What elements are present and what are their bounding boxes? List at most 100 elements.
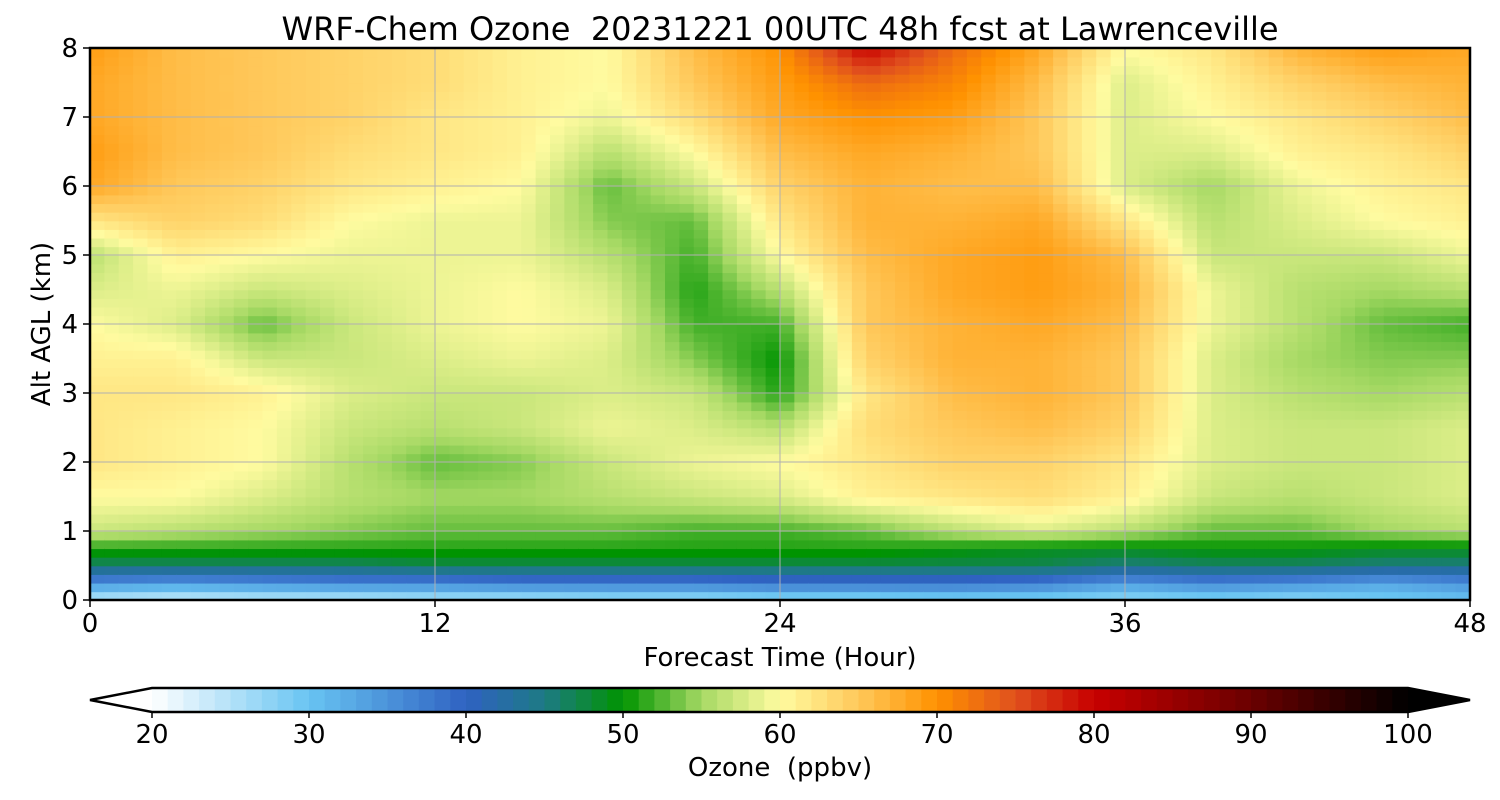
heatmap-cell <box>736 272 753 282</box>
heatmap-cell <box>205 341 221 351</box>
heatmap-cell <box>363 384 379 394</box>
heatmap-cell <box>320 160 336 170</box>
heatmap-cell <box>118 91 134 101</box>
heatmap-cell <box>808 349 824 360</box>
heatmap-cell <box>780 272 796 282</box>
heatmap-cell <box>636 496 652 506</box>
heatmap-cell <box>1024 367 1040 377</box>
heatmap-cell <box>1139 211 1155 222</box>
heatmap-cell <box>147 487 163 498</box>
heatmap-cell <box>995 91 1011 101</box>
heatmap-cell <box>751 487 767 498</box>
heatmap-cell <box>1110 255 1126 265</box>
heatmap-cell <box>190 56 206 67</box>
heatmap-cell <box>995 263 1011 274</box>
heatmap-cell <box>751 280 767 291</box>
heatmap-cell <box>320 324 336 334</box>
heatmap-cell <box>348 462 364 472</box>
heatmap-cell <box>636 272 652 282</box>
heatmap-cell <box>420 349 436 360</box>
heatmap-cell <box>851 108 868 118</box>
heatmap-cell <box>794 444 810 455</box>
heatmap-cell <box>334 522 350 532</box>
heatmap-cell <box>895 151 911 161</box>
heatmap-cell <box>535 117 551 127</box>
heatmap-cell <box>262 211 278 222</box>
heatmap-cell <box>679 574 695 584</box>
heatmap-cell <box>248 505 264 515</box>
heatmap-cell <box>492 306 508 317</box>
heatmap-cell <box>593 168 609 179</box>
heatmap-cell <box>564 73 580 84</box>
heatmap-cell <box>176 565 192 575</box>
heatmap-cell <box>1110 99 1126 110</box>
heatmap-cell <box>463 168 479 179</box>
heatmap-cell <box>348 332 364 343</box>
heatmap-cell <box>1196 393 1213 403</box>
heatmap-cell <box>1053 220 1069 230</box>
heatmap-cell <box>679 99 695 110</box>
heatmap-cell <box>1196 505 1213 515</box>
heatmap-cell <box>938 582 954 593</box>
heatmap-cell <box>1153 358 1169 368</box>
heatmap-cell <box>420 125 436 136</box>
heatmap-cell <box>147 211 163 222</box>
heatmap-cell <box>535 142 551 153</box>
heatmap-cell <box>219 203 235 213</box>
heatmap-cell <box>478 487 494 498</box>
heatmap-cell <box>1081 393 1098 403</box>
heatmap-cell <box>823 401 839 412</box>
heatmap-cell <box>1168 220 1184 230</box>
heatmap-cell <box>665 186 681 196</box>
heatmap-cell <box>736 496 753 506</box>
heatmap-cell <box>1182 48 1198 58</box>
heatmap-cell <box>621 427 638 437</box>
heatmap-cell <box>147 229 163 239</box>
heatmap-cell <box>334 436 350 446</box>
heatmap-cell <box>1110 306 1126 317</box>
heatmap-cell <box>147 99 163 110</box>
heatmap-cell <box>406 194 422 205</box>
heatmap-cell <box>233 272 249 282</box>
heatmap-cell <box>104 272 120 282</box>
heatmap-cell <box>233 229 249 239</box>
heatmap-cell <box>837 418 853 429</box>
heatmap-cell <box>765 220 781 230</box>
heatmap-cell <box>823 367 839 377</box>
heatmap-cell <box>1096 65 1112 75</box>
heatmap-cell <box>391 298 408 308</box>
heatmap-cell <box>506 99 523 110</box>
heatmap-cell <box>995 513 1011 524</box>
heatmap-cell <box>478 341 494 351</box>
heatmap-cell <box>736 470 753 481</box>
heatmap-cell <box>176 177 192 187</box>
heatmap-cell <box>449 479 465 489</box>
heatmap-cell <box>463 453 479 463</box>
heatmap-cell <box>1038 272 1054 282</box>
heatmap-cell <box>248 418 264 429</box>
heatmap-cell <box>1067 237 1083 248</box>
heatmap-cell <box>305 539 321 550</box>
heatmap-cell <box>636 91 652 101</box>
heatmap-cell <box>1110 280 1126 291</box>
chart-title: WRF-Chem Ozone 20231221 00UTC 48h fcst a… <box>281 10 1278 48</box>
heatmap-cell <box>851 367 868 377</box>
heatmap-cell <box>377 375 393 386</box>
heatmap-cell <box>1110 548 1126 558</box>
heatmap-cell <box>966 246 983 256</box>
heatmap-cell <box>1139 99 1155 110</box>
heatmap-cell <box>118 125 134 136</box>
heatmap-cell <box>981 358 997 368</box>
heatmap-cell <box>334 246 350 256</box>
heatmap-cell <box>679 280 695 291</box>
heatmap-cell <box>305 229 321 239</box>
heatmap-cell <box>1038 324 1054 334</box>
heatmap-cell <box>1096 367 1112 377</box>
heatmap-cell <box>435 539 451 550</box>
heatmap-cell <box>736 556 753 567</box>
heatmap-cell <box>1125 194 1141 205</box>
heatmap-cell <box>693 367 709 377</box>
heatmap-cell <box>90 522 106 532</box>
heatmap-cell <box>90 99 106 110</box>
heatmap-cell <box>938 324 954 334</box>
